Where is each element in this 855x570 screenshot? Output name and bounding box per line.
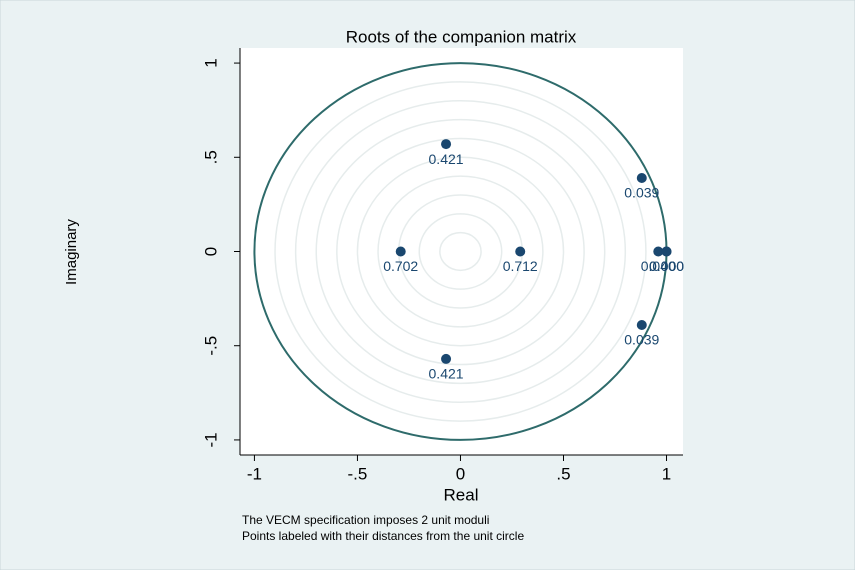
y-axis-label: Imaginary	[63, 219, 80, 285]
point	[515, 246, 526, 257]
note: Points labeled with their distances from…	[242, 529, 524, 543]
x-axis-label: Real	[444, 485, 479, 504]
x-tick-label: 0	[456, 464, 465, 483]
chart-title: Roots of the companion matrix	[346, 27, 577, 46]
point	[636, 173, 647, 184]
y-tick-label: 0	[201, 247, 220, 256]
point	[395, 246, 406, 257]
ring	[294, 100, 627, 403]
ring	[336, 137, 585, 366]
y-tick-label: .5	[201, 150, 220, 164]
ring	[439, 231, 482, 272]
point	[653, 246, 664, 257]
x-tick-label: -1	[247, 464, 262, 483]
point-label: 0.421	[429, 151, 464, 167]
x-tick-label: -.5	[348, 464, 368, 483]
ring	[418, 213, 503, 290]
ring	[315, 118, 606, 385]
note: The VECM specification imposes 2 unit mo…	[242, 513, 489, 527]
point-label: 0.712	[503, 258, 538, 274]
point	[441, 139, 452, 150]
x-tick-label: .5	[556, 464, 570, 483]
y-tick-label: -.5	[201, 336, 220, 356]
ring	[356, 156, 565, 347]
point	[661, 246, 672, 257]
point	[636, 319, 647, 330]
y-tick-label: 1	[201, 58, 220, 67]
y-tick-label: -1	[201, 432, 220, 447]
point-label: 0.039	[624, 332, 659, 348]
point	[441, 353, 452, 364]
point-label: 0.000	[649, 258, 684, 274]
point-label: 0.039	[624, 185, 659, 201]
plot-area	[240, 48, 683, 455]
point-label: 0.000	[649, 258, 684, 274]
point-label: 0.421	[429, 366, 464, 382]
ring	[274, 81, 647, 422]
point-label: 0.702	[383, 258, 418, 274]
ring	[377, 175, 544, 328]
point-label: 0.040	[641, 258, 676, 274]
x-tick-label: 1	[662, 464, 671, 483]
